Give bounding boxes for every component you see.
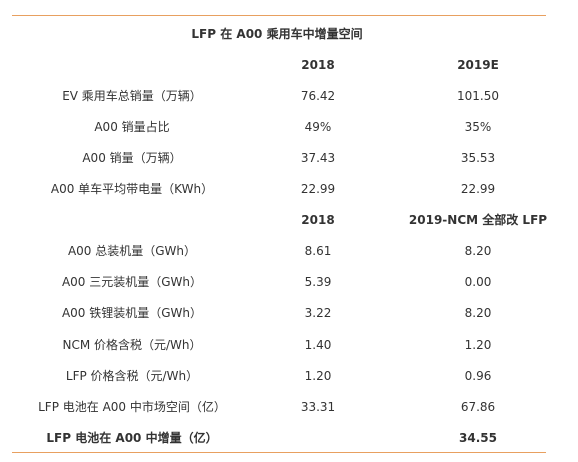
row-label: A00 销量占比: [94, 120, 170, 134]
header-2019e: 2019E: [457, 58, 499, 72]
row-label: A00 单车平均带电量（KWh）: [50, 182, 214, 196]
summary-label: LFP 电池在 A00 中增量（亿）: [46, 431, 218, 445]
row-value-2018: 49%: [304, 120, 332, 134]
row-value-2019e: 35%: [464, 120, 492, 134]
table-row: LFP 价格含税（元/Wh） 1.20 0.96: [0, 363, 578, 389]
row-value-2019e: 101.50: [457, 89, 499, 103]
row-value-2019: 67.86: [460, 400, 496, 414]
row-value-2018: 33.31: [300, 400, 336, 414]
header-2018: 2018: [301, 213, 335, 227]
row-label: NCM 价格含税（元/Wh）: [62, 338, 202, 352]
row-label: LFP 电池在 A00 中市场空间（亿）: [38, 400, 226, 414]
row-value-2018: 37.43: [300, 151, 336, 165]
row-value-2019e: 35.53: [460, 151, 496, 165]
table-row: NCM 价格含税（元/Wh） 1.40 1.20: [0, 332, 578, 358]
row-value-2019: 1.20: [464, 338, 492, 352]
header-2018: 2018: [301, 58, 335, 72]
row-value-2019: 8.20: [464, 244, 492, 258]
row-label: LFP 价格含税（元/Wh）: [65, 369, 199, 383]
table-row: A00 单车平均带电量（KWh） 22.99 22.99: [0, 176, 578, 202]
table-row: A00 销量（万辆） 37.43 35.53: [0, 145, 578, 171]
row-value-2019: 0.00: [464, 275, 492, 289]
row-value-2018: 1.40: [304, 338, 332, 352]
table-row: A00 总装机量（GWh） 8.61 8.20: [0, 238, 578, 264]
row-label: A00 销量（万辆）: [82, 151, 182, 165]
row-value-2019: 8.20: [464, 306, 492, 320]
row-label: A00 总装机量（GWh）: [67, 244, 197, 258]
row-value-2018: 22.99: [300, 182, 336, 196]
row-value-2018: 5.39: [304, 275, 332, 289]
row-label: A00 铁锂装机量（GWh）: [61, 306, 203, 320]
table-title: LFP 在 A00 乘用车中增量空间: [191, 27, 363, 41]
summary-value-2019: 34.55: [459, 431, 497, 445]
row-label: A00 三元装机量（GWh）: [61, 275, 203, 289]
header-2019-ncm-to-lfp: 2019-NCM 全部改 LFP: [408, 213, 548, 227]
bottom-rule: [12, 452, 546, 453]
row-value-2018: 1.20: [304, 369, 332, 383]
table-row: A00 三元装机量（GWh） 5.39 0.00: [0, 269, 578, 295]
header-row-1: 2018 2019E: [0, 52, 578, 78]
table-row: A00 销量占比 49% 35%: [0, 114, 578, 140]
header-row-2: 2018 2019-NCM 全部改 LFP: [0, 207, 578, 233]
row-label: EV 乘用车总销量（万辆）: [62, 89, 202, 103]
top-rule: [12, 15, 546, 16]
row-value-2019e: 22.99: [460, 182, 496, 196]
row-value-2018: 8.61: [304, 244, 332, 258]
row-value-2019: 0.96: [464, 369, 492, 383]
row-value-2018: 76.42: [300, 89, 336, 103]
table-row: EV 乘用车总销量（万辆） 76.42 101.50: [0, 83, 578, 109]
summary-row: LFP 电池在 A00 中增量（亿） 34.55: [0, 425, 578, 451]
summary-value-2018: [258, 425, 378, 451]
table-row: LFP 电池在 A00 中市场空间（亿） 33.31 67.86: [0, 394, 578, 420]
table-row: A00 铁锂装机量（GWh） 3.22 8.20: [0, 300, 578, 326]
row-value-2018: 3.22: [304, 306, 332, 320]
